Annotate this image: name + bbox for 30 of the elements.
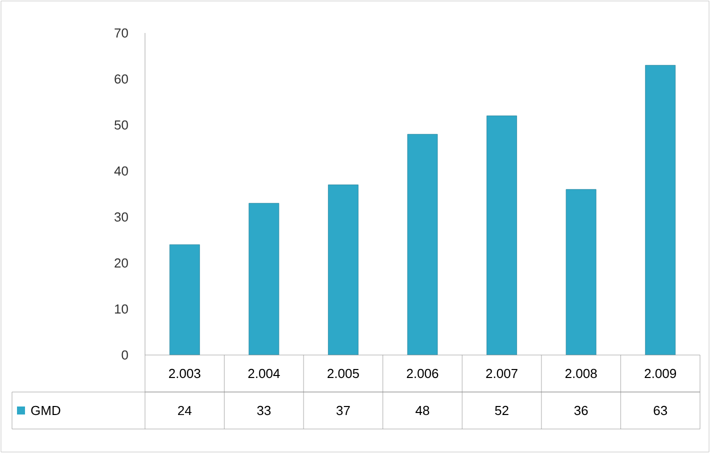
bar — [566, 189, 596, 355]
x-tick-label: 2.005 — [328, 368, 359, 378]
data-label: 24 — [178, 406, 192, 416]
y-tick-label: 30 — [114, 212, 128, 222]
data-label: 33 — [257, 406, 271, 416]
bar — [328, 184, 358, 355]
data-label: 63 — [654, 406, 668, 416]
bar — [248, 203, 280, 355]
x-tick-label: 2.006 — [406, 368, 438, 378]
x-tick-label: 2.008 — [565, 368, 597, 378]
y-tick-label: 40 — [114, 166, 128, 176]
y-tick-label: 20 — [114, 258, 128, 268]
y-tick-label: 50 — [114, 120, 128, 130]
data-label: 48 — [416, 406, 430, 416]
y-tick-label: 60 — [114, 74, 128, 84]
y-tick-label: 70 — [114, 28, 128, 38]
bar — [645, 65, 676, 355]
data-label: 36 — [574, 406, 588, 416]
x-tick-label: 2.009 — [644, 368, 676, 378]
bar — [407, 134, 438, 355]
y-tick-label: 0 — [122, 350, 128, 360]
legend-label: GMD — [31, 406, 60, 416]
data-label: 37 — [336, 406, 350, 416]
data-label: 52 — [495, 406, 508, 416]
x-tick-label: 2.007 — [486, 368, 518, 378]
bar — [486, 116, 517, 355]
x-tick-label: 2.004 — [248, 368, 280, 378]
y-tick-label: 10 — [114, 304, 128, 314]
bar — [169, 244, 200, 355]
x-tick-label: 2.003 — [169, 368, 200, 378]
